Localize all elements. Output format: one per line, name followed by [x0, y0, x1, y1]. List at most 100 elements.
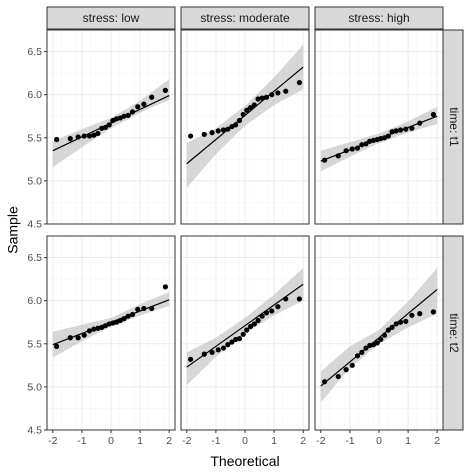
data-point [236, 117, 243, 124]
data-point [335, 373, 341, 380]
data-point [54, 343, 60, 349]
data-point [343, 367, 349, 373]
data-point [403, 126, 409, 132]
data-point [220, 345, 227, 351]
data-point [215, 347, 221, 353]
data-point [135, 104, 141, 110]
data-point [149, 94, 155, 100]
data-point [393, 128, 399, 134]
x-axis-title: Theoretical [210, 453, 279, 469]
data-point [374, 340, 380, 346]
y-tick-label: 4.5 [27, 219, 42, 231]
data-point [381, 332, 388, 338]
data-point [275, 90, 281, 96]
col-strip [180, 6, 310, 30]
data-point [95, 130, 101, 137]
data-point [343, 148, 349, 154]
data-point [247, 105, 254, 111]
data-point [385, 327, 391, 333]
data-point [121, 113, 127, 119]
data-point [236, 336, 243, 342]
facet-panel: -2 -1 0 1 2 [314, 235, 444, 447]
facet-panel [314, 29, 444, 225]
x-tick-label: 2 [166, 435, 172, 447]
y-tick-label: 6.5 [27, 252, 42, 264]
data-point [397, 319, 404, 325]
data-point [91, 132, 97, 138]
y-tick-label: 5.5 [27, 132, 42, 144]
x-tick-label: 1 [271, 435, 277, 447]
facet-panel: -2 -1 0 1 2 [180, 235, 310, 447]
x-tick-label: -2 [316, 435, 325, 447]
data-point [188, 356, 194, 362]
data-point [322, 157, 328, 163]
data-point [275, 304, 281, 310]
facet-panel: 4.5 5.0 5.5 6.0 6.5 -2 -1 0 1 2 [27, 235, 176, 447]
data-point [91, 326, 97, 332]
data-point [389, 129, 395, 135]
data-point [215, 128, 221, 134]
data-point [385, 133, 391, 139]
data-point [354, 145, 361, 151]
data-point [251, 102, 257, 108]
x-tick-label: -2 [182, 435, 191, 447]
y-axis-title: Sample [5, 206, 21, 254]
facet-grid: stress: low stress: moderate stress: high t… [27, 6, 464, 447]
data-point [255, 317, 261, 324]
y-tick-label: 6.0 [27, 295, 42, 307]
facet-panel [180, 29, 310, 225]
data-point [259, 313, 265, 319]
data-point [263, 310, 270, 316]
data-point [269, 92, 275, 98]
data-point [378, 336, 384, 343]
row-strip-label: time: t2 [447, 313, 461, 353]
data-point [125, 112, 131, 118]
data-point [389, 324, 395, 330]
data-point [417, 120, 423, 126]
confidence-band [320, 267, 438, 403]
data-point [283, 296, 289, 302]
row-strip-label: time: t1 [447, 107, 461, 147]
data-point [247, 323, 254, 330]
data-point [201, 131, 207, 137]
data-point [225, 126, 231, 132]
confidence-band [186, 267, 304, 386]
x-tick-label: 1 [405, 435, 411, 447]
col-strip-label: stress: high [348, 11, 409, 25]
data-point [409, 125, 415, 131]
data-point [240, 111, 246, 118]
data-point [149, 305, 155, 312]
col-strip-label: stress: moderate [200, 11, 290, 25]
data-point [251, 321, 257, 327]
data-point [354, 353, 361, 359]
y-tick-label: 5.0 [27, 175, 42, 187]
y-tick-label: 5.0 [27, 381, 42, 393]
data-point [393, 321, 399, 327]
data-point [244, 107, 250, 113]
data-point [125, 313, 131, 319]
data-point [86, 328, 93, 334]
data-point [81, 332, 87, 338]
data-point [86, 133, 93, 139]
data-point [335, 153, 341, 159]
x-tick-label: -1 [345, 435, 354, 447]
y-tick-label: 6.0 [27, 89, 42, 101]
data-point [162, 284, 168, 290]
data-point [67, 136, 73, 142]
x-tick-label: 2 [300, 435, 306, 447]
data-point [430, 111, 436, 118]
y-tick-label: 4.5 [27, 425, 42, 437]
data-point [240, 331, 246, 337]
data-point [233, 122, 239, 128]
data-point [269, 308, 275, 314]
data-point [296, 79, 302, 86]
panel-border [46, 29, 176, 225]
data-point [244, 327, 250, 333]
x-tick-label: 2 [434, 435, 440, 447]
data-point [363, 345, 369, 351]
data-point [54, 136, 60, 143]
data-point [75, 335, 81, 341]
x-tick-label: 0 [108, 435, 114, 447]
data-point [283, 88, 289, 94]
